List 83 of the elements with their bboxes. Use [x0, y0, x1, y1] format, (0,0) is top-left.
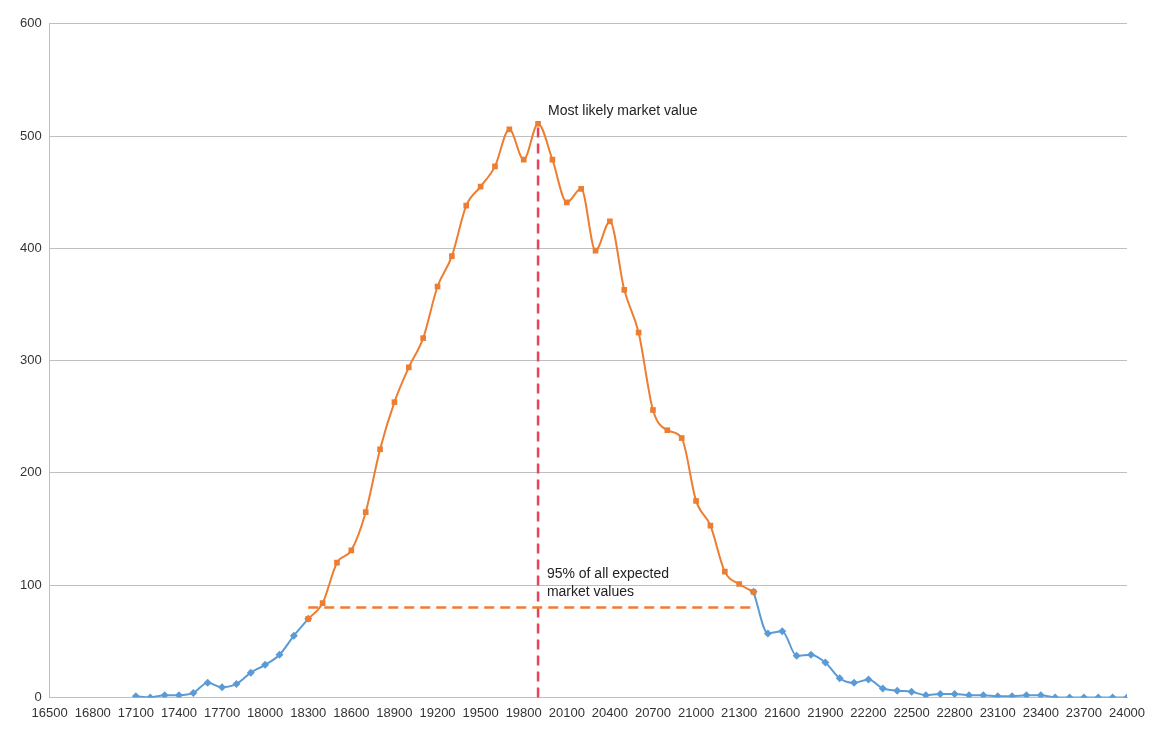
point	[778, 627, 787, 636]
point	[736, 581, 742, 587]
x-tick-label: 20400	[591, 704, 628, 720]
y-tick-label: 100	[19, 576, 42, 592]
point	[693, 498, 699, 504]
point	[907, 687, 916, 696]
point	[864, 675, 873, 684]
point	[246, 668, 255, 677]
x-tick-label: 18900	[376, 704, 413, 720]
x-tick-label: 17700	[203, 704, 241, 720]
point	[174, 691, 183, 698]
x-tick-label: 20700	[634, 704, 672, 720]
point	[463, 202, 470, 209]
point	[535, 120, 541, 127]
point	[792, 651, 801, 660]
point	[850, 678, 859, 687]
point	[835, 674, 844, 683]
x-tick-label: 18600	[333, 704, 370, 720]
x-tick-label: 18000	[247, 704, 284, 720]
point	[319, 600, 326, 606]
point	[664, 427, 671, 434]
point	[377, 446, 383, 453]
point	[821, 658, 830, 667]
point	[563, 199, 570, 206]
point	[391, 399, 398, 405]
y-tick-label: 500	[19, 127, 42, 143]
x-tick-label: 19800	[505, 704, 542, 720]
x-tick-label: 24000	[1108, 704, 1146, 720]
x-tick-label: 19500	[462, 704, 499, 720]
y-tick-label: 600	[19, 15, 42, 31]
x-tick-label: 16500	[31, 704, 68, 720]
point	[189, 688, 198, 697]
x-tick-label: 17400	[160, 704, 198, 720]
point	[261, 660, 270, 669]
point	[678, 435, 685, 441]
point	[1022, 691, 1031, 698]
x-tick-label: 22800	[936, 704, 973, 720]
point	[578, 186, 584, 192]
point	[878, 684, 887, 693]
y-tick-label: 0	[34, 688, 42, 704]
x-tick-label: 23700	[1065, 704, 1102, 720]
point	[965, 691, 973, 698]
x-tick-label: 18300	[290, 704, 327, 720]
point	[420, 335, 426, 341]
x-tick-label: 21600	[764, 704, 801, 720]
y-tick-label: 400	[19, 239, 42, 255]
x-tick-label: 17100	[117, 704, 154, 720]
point	[334, 559, 340, 566]
x-tick-label: 23400	[1022, 704, 1059, 720]
x-tick-label: 21300	[721, 704, 758, 720]
point	[405, 364, 412, 371]
point	[275, 650, 284, 659]
point	[232, 679, 241, 688]
point	[979, 691, 988, 698]
x-tick-label: 21900	[807, 704, 844, 720]
point	[1036, 691, 1045, 698]
point	[621, 287, 628, 293]
point	[492, 163, 498, 170]
point	[893, 686, 902, 695]
x-tick-label: 23100	[979, 704, 1016, 720]
point	[520, 156, 527, 163]
point	[650, 407, 656, 413]
ref-line-label: 95% of all expected market values	[546, 565, 670, 600]
x-tick-label: 19200	[419, 704, 456, 720]
x-tick-label: 22200	[850, 704, 887, 720]
point	[362, 509, 369, 515]
point	[607, 218, 613, 225]
point	[763, 629, 772, 638]
point	[449, 253, 455, 260]
x-tick-label: 22500	[893, 704, 930, 720]
point	[950, 690, 959, 698]
point	[721, 568, 728, 575]
point	[218, 683, 227, 692]
point	[203, 678, 212, 687]
y-tick-label: 300	[19, 352, 42, 368]
x-tick-label: 21000	[678, 704, 715, 720]
point	[921, 691, 930, 698]
point	[289, 631, 298, 640]
x-tick-label: 20100	[548, 704, 585, 720]
ref-line-label: Most likely market value	[548, 101, 698, 118]
y-tick-label: 200	[19, 464, 42, 480]
point	[160, 691, 169, 698]
x-tick-label: 16800	[74, 704, 111, 720]
